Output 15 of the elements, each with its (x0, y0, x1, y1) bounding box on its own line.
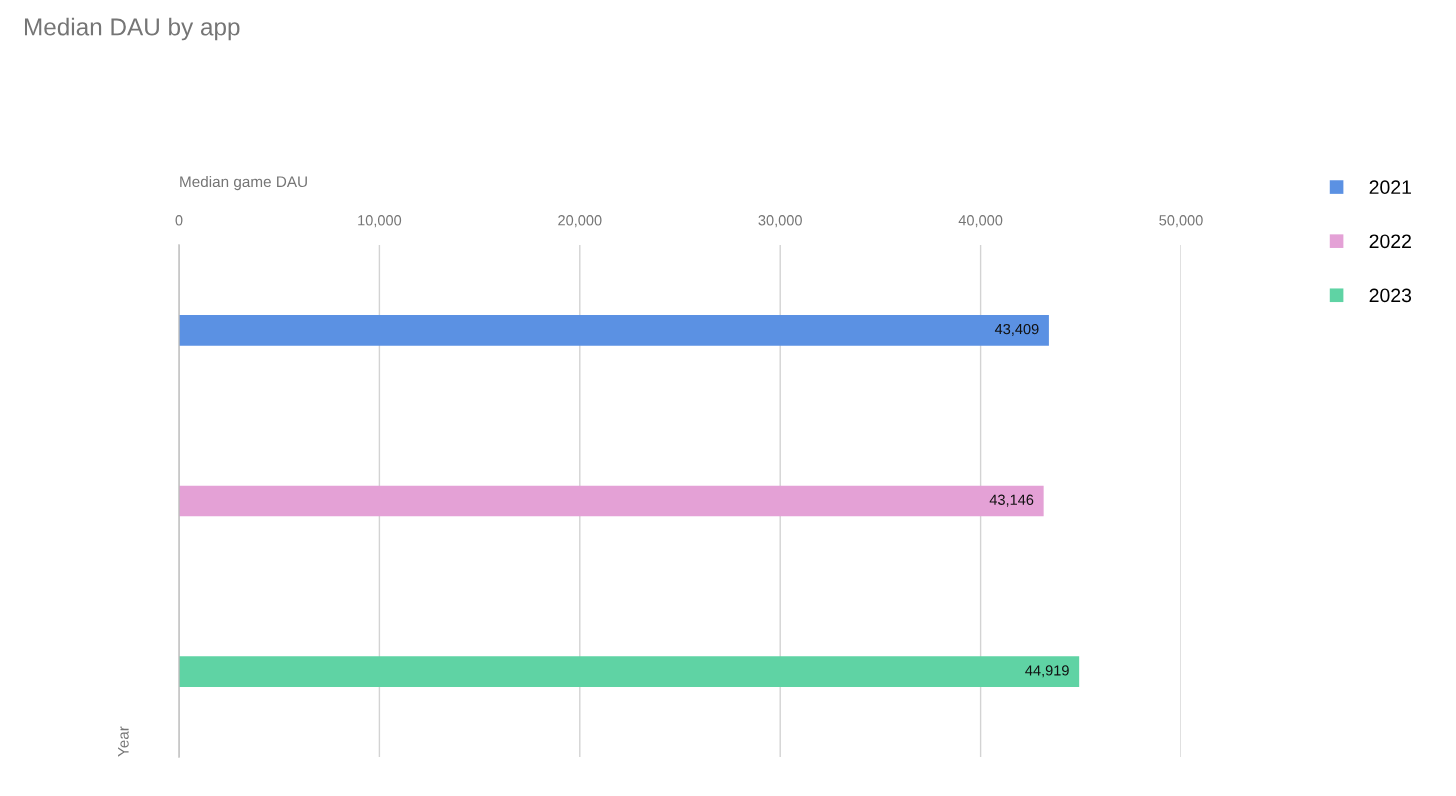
x-tick-label: 20,000 (558, 215, 602, 228)
data-label: 44,919 (1025, 665, 1069, 678)
x-tick-label: 30,000 (758, 215, 802, 228)
data-label: 43,146 (989, 494, 1034, 507)
legend-label: 2023 (1369, 288, 1412, 303)
data-label: 43,409 (994, 323, 1039, 336)
y-axis-title: Year (118, 726, 129, 757)
x-tick-label: 0 (175, 215, 183, 226)
x-tick-label: 50,000 (1159, 215, 1203, 228)
legend-label: 2022 (1369, 234, 1411, 249)
legend-label: 2021 (1369, 180, 1411, 195)
chart-title: Median DAU by app (24, 17, 240, 41)
x-axis-title: Median game DAU (180, 175, 307, 191)
x-tick-label: 40,000 (958, 215, 1003, 228)
x-tick-label: 10,000 (358, 215, 402, 228)
